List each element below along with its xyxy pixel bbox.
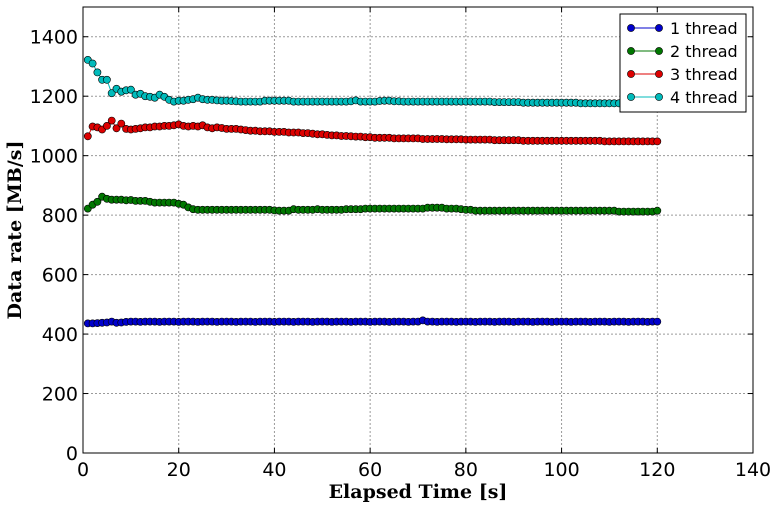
x-tick-label: 40 bbox=[262, 459, 286, 481]
legend-item: 2 thread bbox=[627, 42, 738, 61]
x-tick-label: 0 bbox=[77, 459, 89, 481]
y-tick-label: 1200 bbox=[30, 86, 78, 108]
legend-label: 1 thread bbox=[670, 19, 738, 38]
x-tick-label: 80 bbox=[454, 459, 478, 481]
legend-marker bbox=[627, 24, 635, 32]
legend-marker bbox=[655, 24, 663, 32]
legend-marker bbox=[627, 47, 635, 55]
legend-label: 4 thread bbox=[670, 88, 738, 107]
legend-item: 4 thread bbox=[627, 88, 738, 107]
series-1 bbox=[83, 316, 662, 328]
data-point bbox=[83, 132, 92, 141]
y-tick-label: 600 bbox=[42, 265, 78, 287]
data-point bbox=[88, 59, 97, 68]
legend: 1 thread 2 thread 3 thread 4 thread bbox=[619, 13, 747, 113]
legend-label: 3 thread bbox=[670, 65, 738, 84]
x-tick-label: 140 bbox=[735, 459, 771, 481]
series-3 bbox=[83, 116, 662, 146]
legend-marker bbox=[655, 47, 663, 55]
data-point bbox=[103, 75, 111, 84]
series-2 bbox=[83, 192, 662, 216]
data-point bbox=[117, 119, 126, 128]
y-tick-label: 1000 bbox=[30, 146, 78, 168]
x-tick-label: 120 bbox=[639, 459, 675, 481]
y-tick-label: 200 bbox=[42, 384, 78, 406]
legend-marker bbox=[627, 93, 635, 101]
legend-marker bbox=[655, 93, 663, 101]
axis-ticks: 0 20 40 60 80 100 120 1400200400600800100012001… bbox=[30, 7, 771, 481]
y-tick-label: 1400 bbox=[30, 27, 78, 49]
legend-item: 1 thread bbox=[627, 19, 738, 38]
data-point bbox=[93, 68, 102, 77]
legend-marker bbox=[627, 70, 635, 78]
plot-frame bbox=[82, 6, 754, 454]
x-tick-label: 20 bbox=[167, 459, 191, 481]
data-point bbox=[653, 137, 662, 146]
x-tick-label: 100 bbox=[543, 459, 579, 481]
x-axis-label: Elapsed Time [s] bbox=[329, 481, 508, 503]
x-tick-label: 60 bbox=[358, 459, 382, 481]
y-axis-label: Data rate [MB/s] bbox=[4, 141, 26, 320]
y-tick-label: 800 bbox=[42, 205, 78, 227]
data-point bbox=[653, 206, 662, 215]
data-point bbox=[107, 89, 116, 98]
data-point bbox=[112, 124, 121, 133]
data-point bbox=[103, 122, 111, 130]
legend-marker bbox=[655, 70, 663, 78]
data-point bbox=[93, 197, 102, 206]
legend-label: 2 thread bbox=[670, 42, 738, 61]
legend-box bbox=[619, 13, 747, 113]
legend-item: 3 thread bbox=[627, 65, 738, 84]
data-point bbox=[653, 317, 662, 326]
y-tick-label: 0 bbox=[66, 443, 78, 465]
y-tick-label: 400 bbox=[42, 324, 78, 346]
data-point bbox=[126, 85, 135, 94]
data-point bbox=[107, 116, 116, 125]
